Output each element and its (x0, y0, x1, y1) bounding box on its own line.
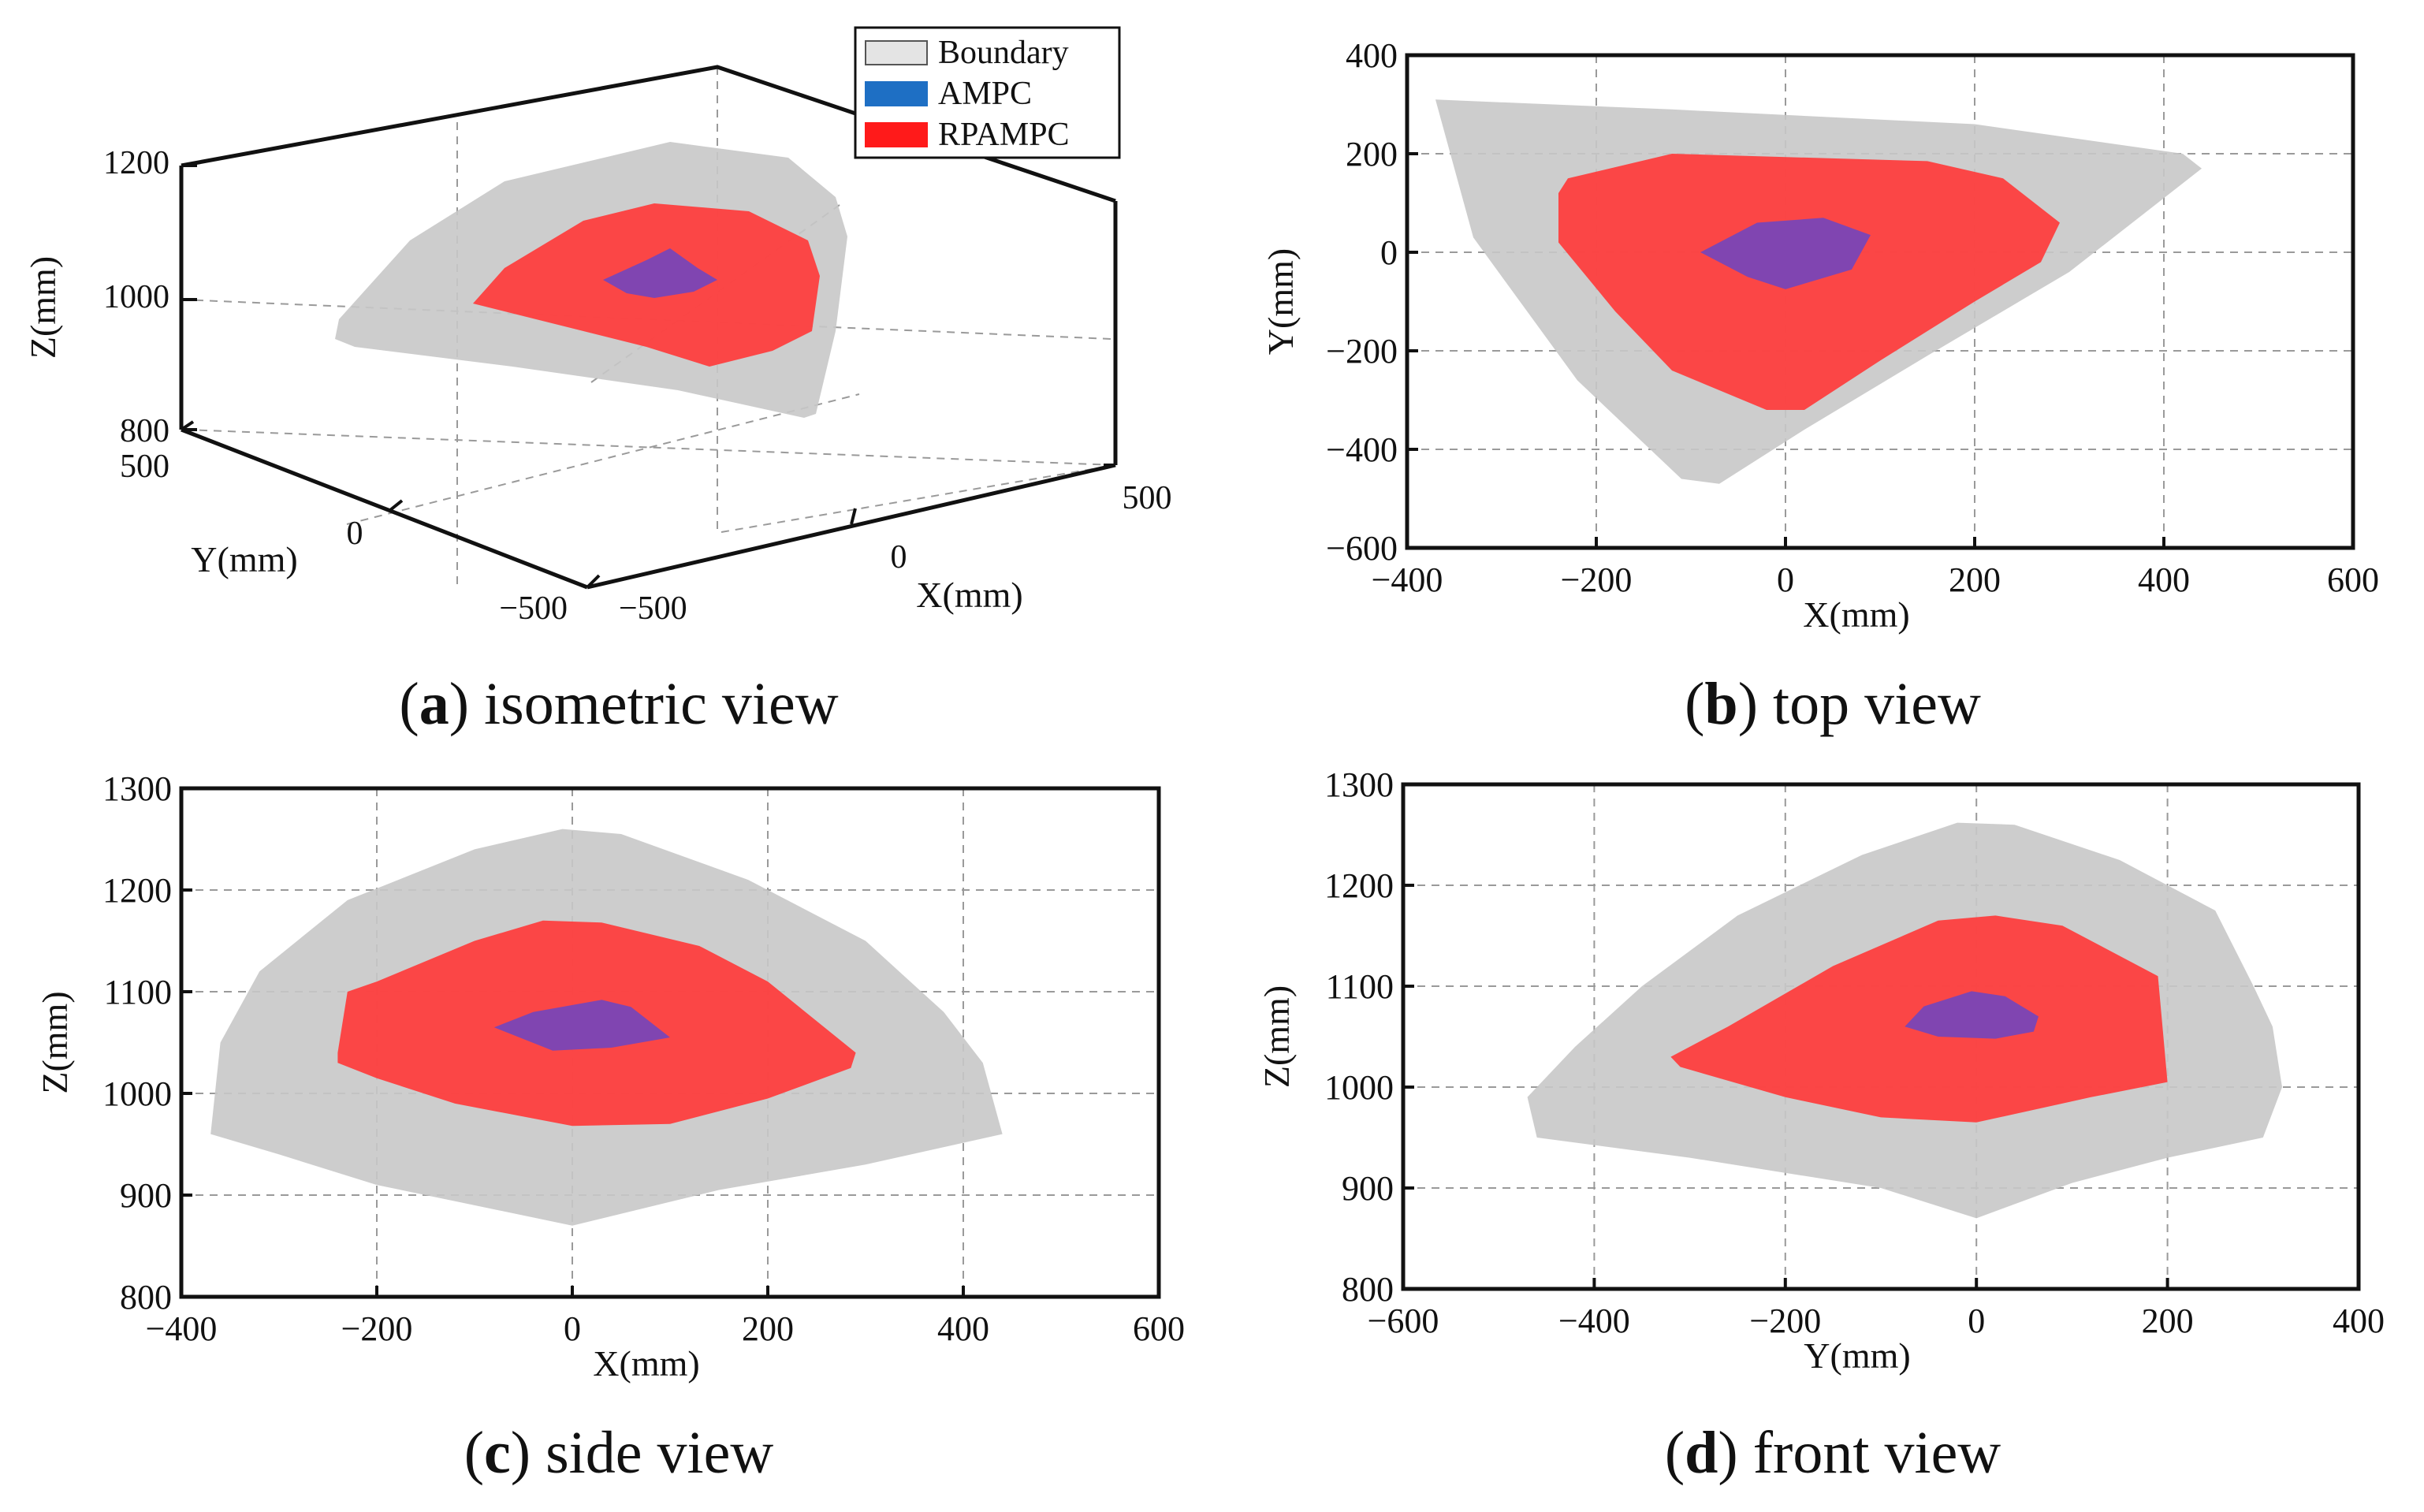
caption-a: (a) isometric view (399, 671, 838, 737)
x-tick-label: −400 (1372, 560, 1443, 599)
legend-rpampc-swatch (865, 122, 928, 147)
z-axis-label: Z(mm) (23, 256, 63, 359)
z-tick-label: 1200 (103, 145, 169, 181)
isometric-ampc-shape (603, 248, 717, 298)
y-tick-label: 900 (1342, 1169, 1394, 1208)
x-axis-label: X(mm) (593, 1343, 699, 1384)
caption-a-text: isometric view (484, 671, 839, 737)
y-tick-label: −600 (1326, 529, 1398, 568)
panel-side-view: −400 −200 0 200 400 600 1300 1200 1100 1000 900 800… (35, 769, 1185, 1384)
y-tick-label: −400 (1326, 430, 1398, 469)
y-tick-label: 0 (1380, 233, 1398, 272)
y-tick-label: 1200 (102, 871, 172, 910)
x-tick-label: −400 (1558, 1302, 1630, 1340)
y-tick-label: 900 (120, 1176, 172, 1215)
y-tick-label: 1000 (1324, 1068, 1394, 1107)
x-tick-label: 200 (1949, 560, 2001, 599)
x-tick-label: −600 (1368, 1302, 1439, 1340)
caption-c: (c) side view (464, 1420, 774, 1486)
legend: Boundary AMPC RPAMPC (854, 26, 1121, 159)
y-tick-label: 1100 (1326, 967, 1394, 1006)
x-tick-label: 0 (564, 1309, 581, 1348)
captions: (a) isometric view (b) top view (c) side… (399, 671, 2001, 1486)
caption-b-letter: b (1704, 671, 1737, 737)
caption-c-text: side view (545, 1420, 773, 1486)
legend-boundary-label: Boundary (938, 35, 1069, 71)
y-tick-label: 1300 (1324, 765, 1394, 804)
x-tick-label: 400 (2138, 560, 2190, 599)
z-tick-label: 1000 (103, 279, 169, 315)
caption-b-text: top view (1773, 671, 1981, 737)
x-tick-label: 0 (1968, 1302, 1985, 1340)
isometric-tick-labels: 1200 1000 800 500 0 −500 −500 0 500 (103, 145, 1172, 627)
y-tick-label: 800 (1342, 1270, 1394, 1309)
ampc-shape (1905, 991, 2039, 1039)
y-tick-label: −200 (1326, 332, 1398, 371)
isometric-ticks (180, 164, 1115, 589)
legend-ampc-swatch (865, 81, 928, 106)
y-axis-label: Y(mm) (1260, 248, 1301, 355)
y-tick-label: 1300 (102, 769, 172, 808)
x-tick-label: −500 (619, 590, 687, 627)
x-tick-label: 600 (2327, 560, 2379, 599)
y-tick-label: −500 (499, 590, 568, 627)
plot-frame (1401, 782, 2361, 1291)
caption-d-letter: d (1685, 1420, 1718, 1486)
x-tick-label: 500 (1123, 480, 1172, 516)
caption-d: (d) front view (1665, 1420, 2001, 1486)
y-tick-label: 0 (347, 516, 363, 552)
legend-ampc-label: AMPC (938, 76, 1032, 112)
x-tick-label: 200 (2142, 1302, 2194, 1340)
caption-a-letter: a (419, 671, 449, 737)
x-tick-label: −200 (341, 1309, 413, 1348)
x-axis-label: Y(mm) (1804, 1335, 1910, 1376)
x-axis-label: X(mm) (1803, 594, 1909, 635)
y-tick-label: 1100 (104, 973, 172, 1011)
x-tick-label: 0 (891, 539, 907, 575)
x-tick-label: 0 (1777, 560, 1794, 599)
x-tick-label: −200 (1561, 560, 1633, 599)
ampc-shape (1700, 218, 1871, 289)
y-tick-label: 1000 (102, 1074, 172, 1113)
y-axis-label: Y(mm) (191, 539, 297, 579)
y-axis-label: Z(mm) (1257, 985, 1297, 1088)
z-tick-label: 800 (120, 413, 169, 449)
panel-front-view: −600 −400 −200 0 200 400 1300 1200 1100 1000 900 80… (1257, 765, 2385, 1376)
legend-rpampc-label: RPAMPC (938, 117, 1070, 153)
y-tick-label: 500 (120, 449, 169, 485)
panel-top-view: −400 −200 0 200 400 6004002000−200−400−600X(m… (1260, 36, 2379, 635)
x-axis-label: X(mm) (916, 575, 1022, 615)
x-tick-label: −400 (146, 1309, 218, 1348)
ampc-shape (493, 1000, 670, 1051)
x-tick-label: −200 (1749, 1302, 1821, 1340)
plot-frame (1405, 53, 2355, 550)
legend-boundary-swatch (865, 40, 928, 65)
x-tick-label: 400 (937, 1309, 989, 1348)
x-tick-label: 600 (1133, 1309, 1185, 1348)
panel-isometric: 1200 1000 800 500 0 −500 −500 0 500 Z(mm… (23, 26, 1172, 627)
x-tick-label: 200 (742, 1309, 794, 1348)
y-tick-label: 400 (1346, 36, 1398, 75)
y-tick-label: 800 (120, 1278, 172, 1316)
plot-frame (179, 786, 1161, 1299)
y-tick-label: 200 (1346, 135, 1398, 173)
y-axis-label: Z(mm) (35, 991, 75, 1093)
caption-d-text: front view (1753, 1420, 2001, 1486)
caption-c-letter: c (484, 1420, 511, 1486)
x-tick-label: 400 (2333, 1302, 2385, 1340)
y-tick-label: 1200 (1324, 866, 1394, 905)
caption-b: (b) top view (1685, 671, 1981, 737)
